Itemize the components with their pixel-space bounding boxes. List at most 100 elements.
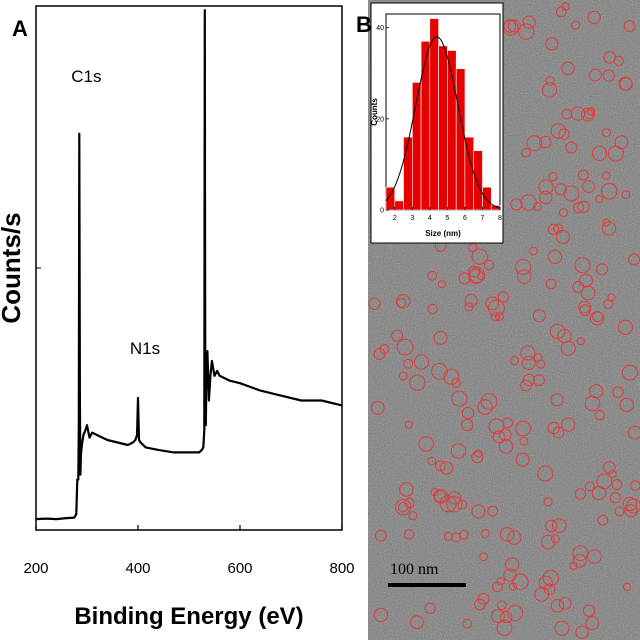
particle-circle <box>522 15 536 29</box>
particle-circle <box>545 76 555 86</box>
particle-circle <box>433 331 448 345</box>
particle-circle <box>537 465 554 482</box>
particle-circle <box>614 135 629 150</box>
particle-circle <box>545 37 559 51</box>
x-tick-label: 400 <box>125 560 150 577</box>
particle-circle <box>396 297 407 308</box>
particle-circle <box>587 549 602 564</box>
particle-circle <box>430 487 439 497</box>
particle-circle <box>576 337 585 346</box>
histogram-bar <box>420 40 431 211</box>
particle-circle <box>534 587 550 602</box>
particle-circle <box>551 534 560 544</box>
particle-circle <box>561 108 573 120</box>
panel-a-letter: A <box>12 16 28 41</box>
particle-circle <box>621 364 638 381</box>
particle-circle <box>591 145 608 161</box>
particle-circle <box>571 20 581 30</box>
histogram-bar <box>394 200 404 211</box>
particle-circle <box>548 172 558 182</box>
particle-circle <box>578 300 591 314</box>
panel-b-letter: B <box>356 12 372 37</box>
particle-circle <box>490 312 500 322</box>
particle-circle <box>471 451 484 464</box>
particle-circle <box>496 577 506 586</box>
particle-circle <box>582 604 596 617</box>
particle-circle <box>554 620 570 636</box>
particle-circle <box>587 107 596 116</box>
particle-circle <box>464 293 478 308</box>
particle-circle <box>595 195 604 203</box>
particle-circle <box>558 128 570 140</box>
particle-circle <box>495 312 504 321</box>
particle-circle <box>468 243 478 253</box>
particle-circle <box>541 534 556 550</box>
particle-circle <box>410 615 424 629</box>
particle-circle <box>554 183 567 196</box>
histogram-x-tick-label: 3 <box>410 215 414 222</box>
particle-circle <box>451 378 461 388</box>
particle-circle <box>602 218 611 227</box>
particle-circle <box>488 418 505 435</box>
particle-circle <box>545 519 558 533</box>
particle-circle <box>480 529 490 539</box>
particle-circle <box>569 561 578 570</box>
particle-circle <box>617 319 633 335</box>
particle-circle <box>474 449 483 458</box>
particle-circle <box>446 496 463 513</box>
particle-circle <box>601 171 611 180</box>
particle-circle <box>556 229 570 244</box>
particle-circle <box>443 531 453 541</box>
xps-x-ticks: 200 400 600 800 <box>23 525 355 577</box>
particle-circle <box>399 482 414 497</box>
particle-circle <box>379 343 390 354</box>
particle-circle <box>396 338 414 356</box>
particle-circle <box>532 202 542 211</box>
particle-circle <box>450 443 467 459</box>
panel-b-tem-image: 100 nm 2 3 4 5 6 7 8 0 20 40 Size (nm) Counts B <box>356 0 640 640</box>
particle-circle <box>561 2 570 11</box>
particle-circle <box>394 499 412 516</box>
particle-circle <box>505 557 520 572</box>
particle-circle <box>572 553 587 568</box>
particle-circle <box>589 68 602 82</box>
particle-circle <box>577 200 590 213</box>
particle-circle <box>487 299 505 317</box>
particle-circle <box>547 223 560 236</box>
particle-circle <box>572 280 585 293</box>
particle-circle <box>521 356 536 370</box>
particle-circle <box>596 263 609 276</box>
inset-histogram: 2 3 4 5 6 7 8 0 20 40 Size (nm) Counts <box>370 2 504 244</box>
histogram-x-tick-label: 4 <box>428 215 432 222</box>
histogram-ticks: 2 3 4 5 6 7 8 0 20 40 <box>376 25 502 222</box>
particle-circle <box>601 128 611 138</box>
particle-circle <box>516 269 532 284</box>
particle-circle <box>395 294 411 309</box>
particle-circle <box>487 505 499 517</box>
particle-circle <box>558 597 572 610</box>
histogram-bar <box>438 45 448 211</box>
particle-circle <box>577 169 589 181</box>
particle-circle <box>404 420 413 429</box>
particle-circle <box>418 436 434 452</box>
particle-circle <box>403 358 414 369</box>
particle-circle <box>622 496 638 512</box>
particle-circle <box>370 400 385 415</box>
particle-circle <box>497 600 507 611</box>
particle-circle <box>538 190 553 205</box>
particle-circle <box>522 373 536 387</box>
particle-circle <box>573 202 585 214</box>
x-tick-label: 800 <box>329 560 354 577</box>
particle-circle <box>427 303 438 315</box>
nanoparticle-markers <box>368 2 640 639</box>
particle-circle <box>477 399 493 415</box>
histogram-x-tick-label: 8 <box>498 215 502 222</box>
particle-circle <box>437 280 447 289</box>
particle-circle <box>550 393 564 407</box>
tem-micrograph: 100 nm 2 3 4 5 6 7 8 0 20 40 Size (nm) Counts <box>368 0 640 640</box>
particle-circle <box>596 473 613 490</box>
histogram-bar <box>385 186 396 211</box>
histogram-bar <box>455 68 466 211</box>
